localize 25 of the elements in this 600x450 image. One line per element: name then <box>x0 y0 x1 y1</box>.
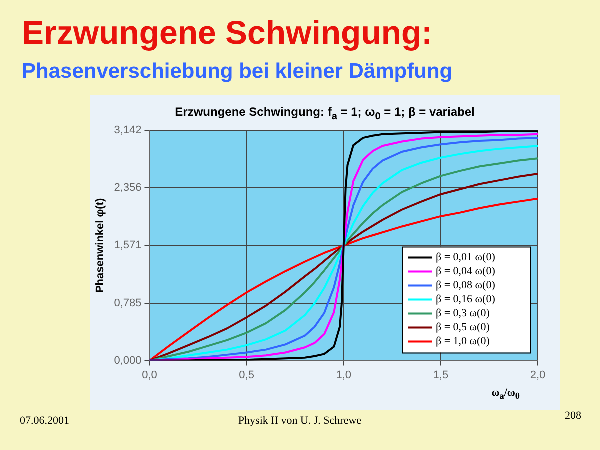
x-tick-label: 1,0 <box>336 369 352 382</box>
text: Erzwungene Schwingung: f$_{a}$ = 1; ω$_{0}$ = 1; β = variabel <box>174 105 476 122</box>
legend-label: β = 0,08 ω(0) <box>436 280 496 292</box>
x-tick-label: 0,0 <box>142 369 158 382</box>
legend-label: β = 0,5 ω(0) <box>436 322 490 334</box>
legend-label: β = 0,01 ω(0) <box>436 252 496 264</box>
legend-label: β = 0,16 ω(0) <box>436 294 496 306</box>
legend-label: β = 0,04 ω(0) <box>436 266 496 278</box>
x-tick-label: 1,5 <box>433 369 449 382</box>
legend-label: β = 1,0 ω(0) <box>436 336 490 348</box>
legend-label: β = 0,3 ω(0) <box>436 308 490 320</box>
chart-subtitle: Phasenverschiebung bei kleiner Dämpfung <box>22 60 453 84</box>
x-tick-label: 2,0 <box>530 369 546 382</box>
text: 208 <box>565 410 582 422</box>
x-axis-title: ω$_{a}$/ω$_{0}$ <box>492 387 520 402</box>
text: Physik II von U. J. Schrewe <box>238 415 362 427</box>
y-tick-label: 2,356 <box>114 182 142 194</box>
y-tick-label: 0,785 <box>114 297 142 310</box>
y-tick-label: 0,000 <box>114 354 142 367</box>
x-tick-label: 0,5 <box>239 369 254 382</box>
chart-title: Erzwungene Schwingung: <box>22 14 433 52</box>
text: 07.06.2001 <box>20 415 70 427</box>
y-axis-title: Phasenwinkel φ(t) <box>94 198 107 294</box>
y-tick-label: 3,142 <box>114 124 142 137</box>
y-tick-label: 1,571 <box>114 240 142 252</box>
